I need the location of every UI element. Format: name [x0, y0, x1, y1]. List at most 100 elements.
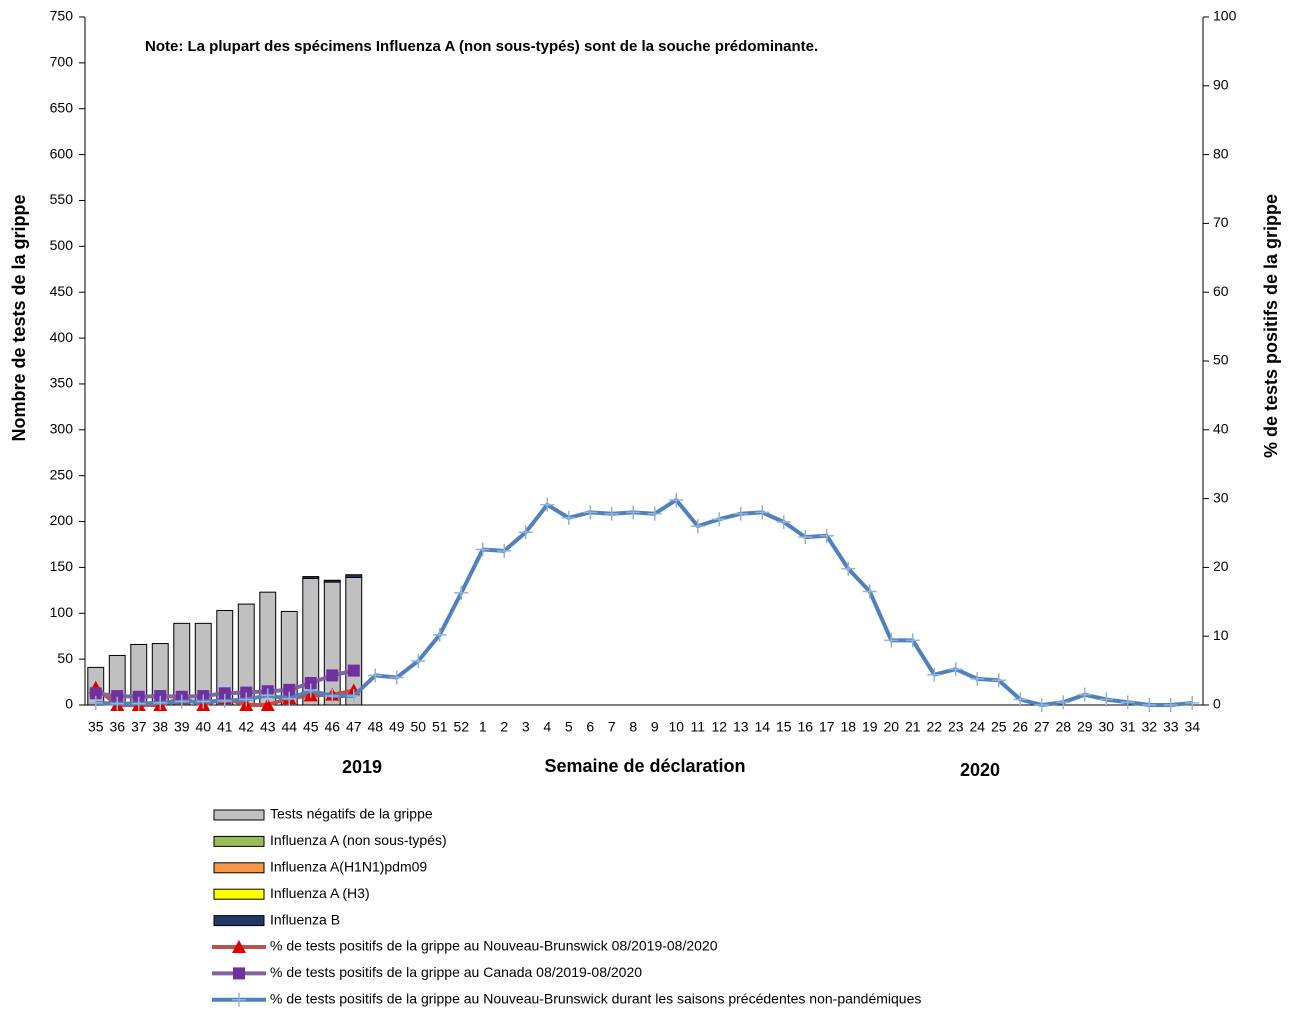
- legend-label: Influenza A (H3): [270, 885, 370, 901]
- x-tick-label: 5: [565, 719, 573, 735]
- marker: [432, 627, 447, 642]
- y-tick-label: 400: [50, 329, 74, 345]
- y-tick-label: 150: [50, 558, 74, 574]
- marker: [1077, 687, 1092, 702]
- marker: [325, 689, 340, 704]
- marker: [798, 530, 813, 545]
- marker: [1034, 698, 1049, 712]
- x-tick-label: 22: [926, 719, 942, 735]
- y-tick-label: 750: [50, 8, 74, 24]
- marker: [153, 695, 168, 710]
- marker: [991, 673, 1006, 688]
- x-axis-title: Semaine de déclaration: [544, 756, 745, 776]
- x-tick-label: 2: [500, 719, 508, 735]
- marker: [905, 633, 920, 648]
- marker: [884, 633, 899, 648]
- marker: [346, 689, 361, 704]
- x-tick-label: 28: [1055, 719, 1071, 735]
- x-tick-label: 39: [174, 719, 190, 735]
- marker: [518, 525, 533, 540]
- x-tick-label: 12: [711, 719, 727, 735]
- y-tick-label: 550: [50, 191, 74, 207]
- legend-swatch: [213, 809, 265, 821]
- marker: [1099, 692, 1114, 707]
- x-tick-label: 43: [260, 719, 276, 735]
- y2-tick-label: 70: [1213, 214, 1229, 230]
- bar: [345, 574, 363, 578]
- y-tick-label: 300: [50, 421, 74, 437]
- x-tick-label: 36: [109, 719, 125, 735]
- x-tick-label: 20: [883, 719, 899, 735]
- marker: [497, 543, 512, 558]
- marker: [604, 506, 619, 521]
- year-label: 2019: [342, 757, 382, 777]
- legend-swatch: [213, 862, 265, 874]
- x-tick-label: 8: [629, 719, 637, 735]
- y2-axis-title: % de tests positifs de la grippe: [1261, 194, 1281, 458]
- x-tick-label: 46: [324, 719, 340, 735]
- legend-label: Influenza A (non sous-typés): [270, 832, 447, 848]
- x-tick-label: 6: [586, 719, 594, 735]
- x-tick-label: 19: [862, 719, 878, 735]
- x-tick-label: 16: [797, 719, 813, 735]
- marker: [540, 497, 555, 512]
- y2-tick-label: 90: [1213, 77, 1229, 93]
- y-tick-label: 200: [50, 512, 74, 528]
- x-tick-label: 33: [1163, 719, 1179, 735]
- y2-tick-label: 60: [1213, 283, 1229, 299]
- y-tick-label: 100: [50, 604, 74, 620]
- marker: [304, 676, 317, 689]
- y-tick-label: 700: [50, 54, 74, 70]
- marker: [1120, 695, 1135, 710]
- bar: [302, 576, 320, 579]
- y2-tick-label: 10: [1213, 627, 1229, 643]
- y2-tick-label: 40: [1213, 421, 1229, 437]
- x-tick-label: 14: [754, 719, 770, 735]
- year-label: 2020: [960, 760, 1000, 780]
- marker: [347, 664, 360, 677]
- legend-label: % de tests positifs de la grippe au Nouv…: [270, 938, 718, 954]
- x-tick-label: 3: [522, 719, 530, 735]
- marker: [326, 669, 339, 682]
- x-tick-label: 1: [479, 719, 487, 735]
- marker: [733, 506, 748, 521]
- marker: [260, 698, 275, 711]
- x-tick-label: 4: [543, 719, 551, 735]
- x-tick-label: 17: [819, 719, 835, 735]
- marker: [669, 492, 684, 507]
- marker: [389, 670, 404, 685]
- legend-label: Tests négatifs de la grippe: [270, 806, 433, 822]
- marker: [475, 542, 490, 557]
- marker: [647, 506, 662, 521]
- marker: [948, 662, 963, 677]
- x-tick-label: 15: [776, 719, 792, 735]
- y-tick-label: 50: [57, 650, 73, 666]
- x-tick-label: 38: [152, 719, 168, 735]
- y-tick-label: 0: [65, 696, 73, 712]
- x-tick-label: 21: [905, 719, 921, 735]
- x-tick-label: 18: [840, 719, 856, 735]
- x-tick-label: 40: [195, 719, 211, 735]
- x-tick-label: 13: [733, 719, 749, 735]
- marker: [755, 505, 770, 520]
- y-axis-title: Nombre de tests de la grippe: [9, 194, 29, 441]
- legend-label: Influenza B: [270, 911, 340, 927]
- legend-swatch: [213, 888, 265, 900]
- y-tick-label: 650: [50, 99, 74, 115]
- bar: [323, 581, 341, 706]
- x-tick-label: 44: [281, 719, 297, 735]
- x-tick-label: 50: [410, 719, 426, 735]
- y-tick-label: 600: [50, 145, 74, 161]
- x-tick-label: 27: [1034, 719, 1050, 735]
- y2-tick-label: 80: [1213, 145, 1229, 161]
- marker: [303, 683, 318, 698]
- x-tick-label: 47: [346, 719, 362, 735]
- x-tick-label: 34: [1184, 719, 1200, 735]
- marker: [690, 519, 705, 534]
- marker: [561, 510, 576, 525]
- marker: [454, 585, 469, 600]
- x-tick-label: 24: [969, 719, 985, 735]
- x-tick-label: 52: [453, 719, 469, 735]
- marker: [111, 690, 124, 703]
